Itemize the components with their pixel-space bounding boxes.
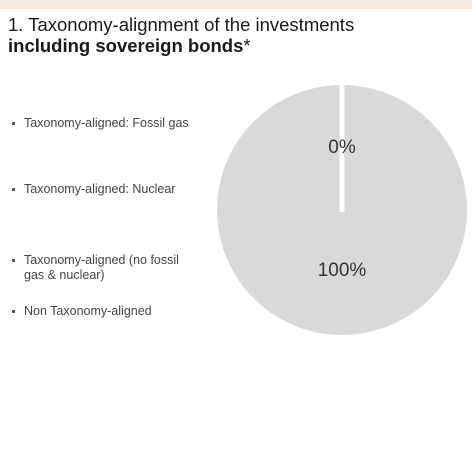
chart-title-line2: including sovereign bonds* <box>8 35 464 56</box>
legend-item-fossil-gas: Taxonomy-aligned: Fossil gas <box>12 116 202 131</box>
chart-title-suffix: * <box>243 35 250 56</box>
pie-data-label: 100% <box>318 260 367 281</box>
pie-data-label: 0% <box>328 137 356 158</box>
chart-title-bold: including sovereign bonds <box>8 35 243 56</box>
legend-label: Taxonomy-aligned: Fossil gas <box>24 116 202 131</box>
legend-item-nuclear: Taxonomy-aligned: Nuclear <box>12 182 202 197</box>
legend-item-non-aligned: Non Taxonomy-aligned <box>12 304 202 319</box>
legend-label: Taxonomy-aligned (no fossil gas & nuclea… <box>24 253 202 283</box>
legend-bullet <box>12 188 15 191</box>
legend-bullet <box>12 259 15 262</box>
top-accent-bar <box>0 0 472 9</box>
chart-title-line1: 1. Taxonomy-alignment of the investments <box>8 14 464 35</box>
legend-label: Non Taxonomy-aligned <box>24 304 202 319</box>
legend-label: Taxonomy-aligned: Nuclear <box>24 182 202 197</box>
legend-bullet <box>12 122 15 125</box>
chart-title: 1. Taxonomy-alignment of the investments… <box>8 14 464 56</box>
legend-bullet <box>12 310 15 313</box>
legend-item-no-fossil-nuclear: Taxonomy-aligned (no fossil gas & nuclea… <box>12 253 202 283</box>
pie-chart: 0% 100% <box>216 84 468 336</box>
